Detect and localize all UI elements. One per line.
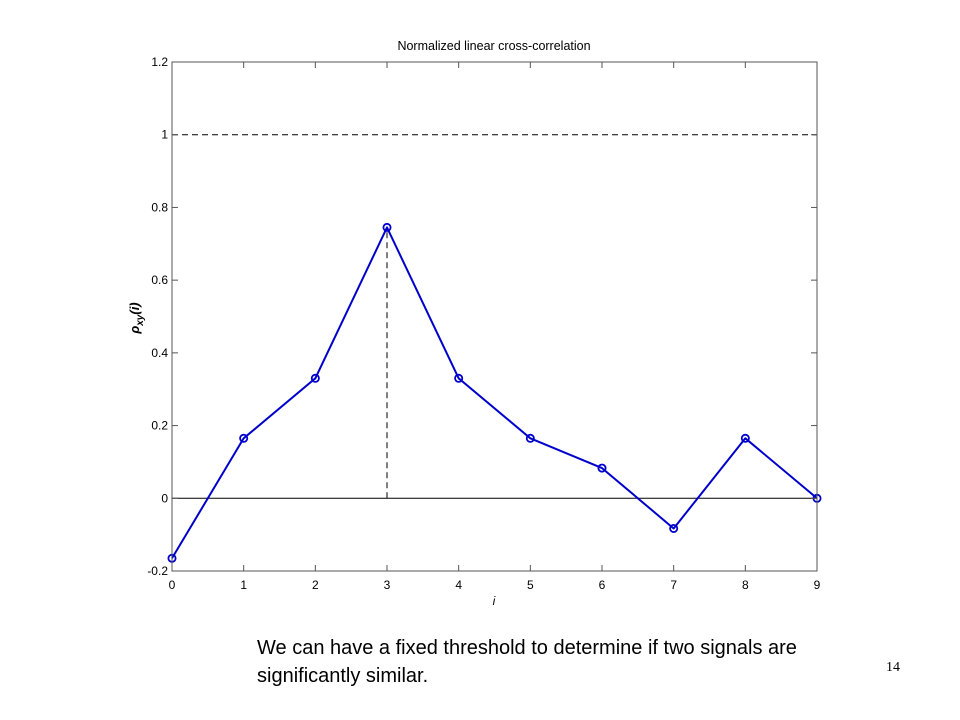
page-number: 14 bbox=[886, 660, 900, 675]
cross-correlation-chart: Normalized linear cross-correlation -0.2… bbox=[127, 39, 822, 608]
y-tick-label-0-8: 0.8 bbox=[151, 200, 168, 214]
reference-lines bbox=[172, 134, 817, 499]
x-tick-label-1: 1 bbox=[240, 578, 247, 592]
x-tick-label-2: 2 bbox=[312, 578, 319, 592]
x-axis: 0 1 2 3 4 5 6 7 8 9 bbox=[169, 62, 821, 592]
data-point-5 bbox=[525, 433, 535, 443]
data-point-6 bbox=[597, 463, 607, 473]
series-line bbox=[171, 226, 818, 559]
y-axis-label-main: ρ bbox=[127, 326, 142, 335]
slide-caption: We can have a fixed threshold to determi… bbox=[257, 637, 797, 687]
y-tick-label-0-6: 0.6 bbox=[151, 273, 168, 287]
y-axis-label: ρxy(i) bbox=[127, 302, 146, 334]
x-tick-label-9: 9 bbox=[814, 578, 821, 592]
y-tick-label-0-4: 0.4 bbox=[151, 346, 168, 360]
data-point-1 bbox=[239, 433, 249, 443]
y-tick-label-0: 0 bbox=[161, 491, 168, 505]
x-tick-label-0: 0 bbox=[169, 578, 176, 592]
y-axis: -0.2 0 0.2 0.4 0.6 0.8 1 1.2 bbox=[147, 55, 817, 578]
y-axis-label-subscript: xy bbox=[135, 314, 146, 327]
chart-title: Normalized linear cross-correlation bbox=[397, 39, 590, 53]
x-tick-label-4: 4 bbox=[455, 578, 462, 592]
x-tick-label-7: 7 bbox=[670, 578, 677, 592]
y-axis-label-argument: (i) bbox=[127, 302, 142, 314]
x-axis-label: i bbox=[493, 594, 496, 608]
y-tick-label-1: 1 bbox=[161, 128, 168, 142]
y-tick-label--0-2: -0.2 bbox=[147, 564, 168, 578]
plot-frame bbox=[171, 61, 818, 572]
data-point-7 bbox=[669, 523, 679, 533]
data-point-2 bbox=[310, 373, 320, 383]
series-layer bbox=[167, 222, 822, 563]
data-point-4 bbox=[454, 373, 464, 383]
x-tick-label-5: 5 bbox=[527, 578, 534, 592]
y-tick-label-0-2: 0.2 bbox=[151, 419, 168, 433]
data-point-3 bbox=[382, 222, 392, 232]
x-tick-label-3: 3 bbox=[384, 578, 391, 592]
data-point-8 bbox=[740, 433, 750, 443]
y-tick-label-1-2: 1.2 bbox=[151, 55, 168, 69]
x-tick-label-6: 6 bbox=[599, 578, 606, 592]
x-tick-label-8: 8 bbox=[742, 578, 749, 592]
